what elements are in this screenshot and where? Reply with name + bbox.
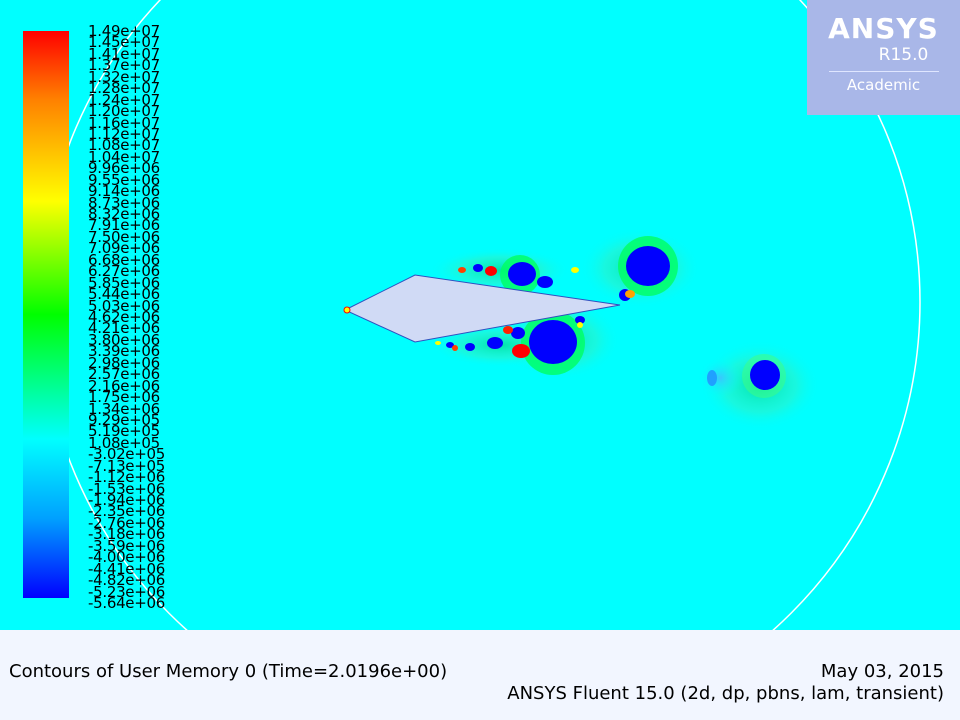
colormap-tick-label: 4.21e+06 (88, 319, 160, 338)
vortex-core (508, 262, 536, 286)
logo-brand: ANSYS (828, 12, 939, 45)
colormap-tick-label: 5.44e+06 (88, 285, 160, 304)
pressure-peak (625, 290, 635, 298)
colormap-tick-label: 2.16e+06 (88, 376, 160, 395)
colormap-tick-label: 1.49e+07 (88, 22, 160, 40)
colormap-tick-label: 1.75e+06 (88, 388, 160, 407)
colormap-tick-label: -7.13e+05 (88, 456, 165, 475)
colormap-tick-label: 7.91e+06 (88, 216, 160, 235)
colormap-tick-label: -2.35e+06 (88, 502, 165, 521)
pressure-peak (503, 326, 513, 334)
vortex-core (575, 316, 585, 324)
vortex-core (465, 343, 475, 351)
plot-date: May 03, 2015 (820, 661, 944, 682)
colormap-tick-label: -3.18e+06 (88, 525, 165, 544)
contour-viewport[interactable]: 1.49e+07 1.45e+07 1.41e+07 1.37e+07 1.32e+07… (0, 0, 960, 630)
vortex-core (707, 370, 717, 386)
logo-edition: Academic (846, 76, 921, 94)
ansys-logo: ANSYS R15.0 Academic (807, 0, 960, 115)
colormap-tick-label: 1.24e+07 (88, 90, 160, 109)
pressure-peak (452, 345, 458, 351)
colormap-tick-label: 3.39e+06 (88, 342, 160, 361)
colormap-tick-label: 1.16e+07 (88, 113, 160, 132)
colormap-tick-label: 1.34e+06 (88, 399, 160, 418)
colormap-tick-label: 2.98e+06 (88, 353, 160, 372)
colormap-tick-label: 1.20e+07 (88, 102, 160, 121)
pressure-peak (458, 267, 466, 273)
colormap-tick-label: -1.12e+06 (88, 468, 165, 487)
colormap-tick-label: 2.57e+06 (88, 365, 160, 384)
vortex-core (750, 360, 780, 390)
colormap-tick-label: 5.85e+06 (88, 273, 160, 292)
colormap-tick-label: 1.37e+07 (88, 56, 160, 75)
colormap-legend-bar (23, 31, 69, 598)
contour-plot (39, 0, 921, 630)
colormap-tick-label: 9.55e+06 (88, 170, 160, 189)
colormap-tick-label: 1.04e+07 (88, 147, 160, 166)
colormap-tick-label: 8.73e+06 (88, 193, 160, 212)
colormap-tick-label: 9.14e+06 (88, 182, 160, 201)
colormap-legend-labels: 1.49e+07 1.45e+07 1.41e+07 1.37e+07 1.32e+07… (88, 22, 198, 611)
vortex-core (537, 276, 553, 288)
logo-version: R15.0 (878, 45, 929, 65)
colormap-tick-label: 9.29e+05 (88, 410, 160, 429)
colormap-tick-label: -1.53e+06 (88, 479, 165, 498)
colormap-tick-label: 1.08e+05 (88, 433, 160, 452)
colormap-tick-label: 7.50e+06 (88, 227, 160, 246)
colormap-tick-label: 7.09e+06 (88, 239, 160, 258)
vortex-core (511, 327, 525, 339)
vortex-core (529, 320, 577, 364)
pressure-peak (512, 344, 530, 358)
colormap-tick-label: 6.68e+06 (88, 250, 160, 269)
pressure-peak (571, 267, 579, 273)
colormap-tick-label: 1.12e+07 (88, 124, 160, 143)
colormap-tick-label: -5.64e+06 (88, 594, 165, 612)
colormap-tick-label: -2.76e+06 (88, 513, 165, 532)
solver-info: ANSYS Fluent 15.0 (2d, dp, pbns, lam, tr… (507, 683, 944, 704)
colormap-tick-label: -4.00e+06 (88, 548, 165, 567)
pressure-peak (577, 322, 583, 328)
colormap-tick-label: -4.82e+06 (88, 571, 165, 590)
vortex-core (487, 337, 503, 349)
colormap-tick-label: 1.28e+07 (88, 79, 160, 98)
leading-edge-marker (343, 306, 351, 314)
vortex-core (473, 264, 483, 272)
colormap-tick-label: 1.32e+07 (88, 67, 160, 86)
vortex-core (626, 246, 670, 286)
pressure-peak (485, 266, 497, 276)
airfoil-body[interactable] (343, 274, 621, 343)
colormap-tick-label: 9.96e+06 (88, 159, 160, 178)
colormap-tick-label: 6.27e+06 (88, 262, 160, 281)
colormap-tick-label: -4.41e+06 (88, 559, 165, 578)
colormap-tick-label: 1.45e+07 (88, 33, 160, 52)
colormap-tick-label: 5.03e+06 (88, 296, 160, 315)
colormap-tick-label: -3.02e+05 (88, 445, 165, 464)
colormap-tick-label: 4.62e+06 (88, 308, 160, 326)
plot-title: Contours of User Memory 0 (Time=2.0196e+… (9, 661, 448, 682)
colormap-tick-label: 3.80e+06 (88, 330, 160, 349)
colormap-tick-label: 8.32e+06 (88, 205, 160, 224)
colormap-tick-label: 1.41e+07 (88, 44, 160, 63)
colormap-tick-label: 5.19e+05 (88, 422, 160, 441)
vortex-core (446, 342, 454, 348)
wake-halo (698, 358, 742, 398)
status-footer: Contours of User Memory 0 (Time=2.0196e+… (0, 630, 960, 720)
colormap-tick-label: 1.08e+07 (88, 136, 160, 155)
colormap-tick-label: -3.59e+06 (88, 536, 165, 555)
colormap-tick-label: -1.94e+06 (88, 491, 165, 510)
logo-divider (828, 71, 939, 72)
colormap-tick-label: -5.23e+06 (88, 582, 165, 601)
pressure-peak (435, 341, 441, 345)
